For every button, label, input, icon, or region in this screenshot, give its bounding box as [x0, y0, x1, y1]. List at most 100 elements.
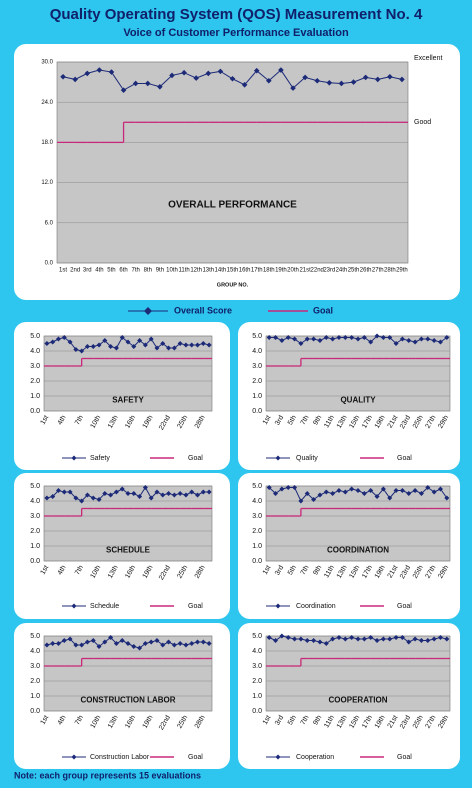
- data-point: [387, 495, 393, 501]
- chart-title: QUALITY: [340, 396, 376, 405]
- data-point: [160, 341, 166, 346]
- data-point: [206, 641, 212, 646]
- x-tick-label: 3rd: [83, 268, 92, 274]
- data-point: [323, 641, 329, 646]
- y-tick-label: 0.0: [252, 558, 262, 565]
- x-tick-label: 9th: [156, 268, 164, 274]
- x-tick-label: 7th: [74, 714, 85, 726]
- data-point: [355, 336, 361, 342]
- y-tick-label: 0.0: [252, 708, 262, 715]
- legend-marker: [275, 455, 281, 461]
- data-point: [362, 74, 369, 81]
- x-tick-label: 2nd: [70, 268, 80, 274]
- data-point: [425, 336, 431, 342]
- data-point: [144, 80, 151, 87]
- data-point: [61, 489, 67, 495]
- data-point: [205, 70, 212, 77]
- data-point: [253, 67, 260, 74]
- y-tick-label: 3.0: [30, 513, 40, 520]
- data-point: [96, 67, 103, 73]
- plot-area: [265, 635, 451, 712]
- y-tick-label: 3.0: [30, 663, 40, 670]
- data-point: [200, 341, 206, 346]
- data-point: [108, 635, 114, 640]
- data-point: [317, 338, 323, 343]
- data-point: [79, 498, 85, 504]
- data-point: [355, 636, 361, 642]
- data-point: [380, 636, 386, 642]
- data-point: [292, 336, 298, 342]
- x-tick-label: 8th: [144, 268, 152, 274]
- data-point: [44, 642, 50, 648]
- y-tick-label: 30.0: [41, 60, 53, 66]
- data-point: [273, 638, 279, 643]
- data-point: [189, 489, 195, 495]
- data-point: [431, 489, 437, 495]
- data-point: [406, 639, 412, 645]
- data-point: [374, 333, 380, 339]
- data-point: [55, 336, 61, 342]
- data-point: [142, 485, 148, 490]
- data-point: [90, 495, 96, 501]
- x-tick-label: 3rd: [274, 414, 285, 426]
- data-point: [108, 69, 115, 75]
- data-point: [302, 74, 308, 81]
- data-point: [437, 339, 443, 345]
- data-point: [113, 641, 119, 646]
- x-tick-label: 15th: [227, 268, 239, 274]
- data-point: [177, 491, 183, 496]
- data-point: [67, 339, 73, 345]
- y-tick-label: 18.0: [41, 140, 53, 146]
- data-point: [50, 494, 56, 499]
- data-point: [125, 491, 131, 496]
- data-point: [338, 80, 345, 87]
- data-point: [137, 645, 143, 651]
- x-tick-label: 7th: [132, 268, 140, 274]
- data-point: [399, 336, 405, 342]
- data-point: [304, 336, 310, 342]
- y-tick-label: 4.0: [30, 648, 40, 655]
- legend-label: Goal: [313, 305, 333, 315]
- legend-label: Goal: [188, 603, 203, 610]
- plot-area: [43, 635, 213, 712]
- data-point: [113, 345, 119, 351]
- x-tick-label: 19th: [275, 268, 287, 274]
- data-point: [44, 341, 50, 346]
- data-point: [195, 342, 201, 348]
- data-point: [148, 639, 154, 645]
- y-tick-label: 0.0: [45, 261, 54, 267]
- data-point: [206, 489, 212, 495]
- y-tick-label: 4.0: [30, 498, 40, 505]
- legend-label: Schedule: [90, 603, 119, 610]
- data-point: [399, 76, 405, 83]
- data-point: [157, 83, 163, 90]
- data-point: [142, 342, 148, 348]
- data-point: [387, 335, 393, 340]
- data-point: [425, 638, 431, 643]
- plot-area: [56, 61, 409, 264]
- data-point: [266, 335, 272, 340]
- x-tick-label: 1st: [39, 714, 50, 726]
- data-point: [330, 491, 336, 496]
- chart-title: COORDINATION: [327, 546, 389, 555]
- x-tick-label: 4th: [95, 268, 103, 274]
- y-tick-label: 0.0: [30, 708, 40, 715]
- plot-area: [43, 485, 213, 562]
- data-point: [142, 641, 148, 646]
- data-point: [102, 491, 108, 496]
- x-tick-label: 28th: [384, 268, 396, 274]
- x-tick-label: 23rd: [323, 268, 335, 274]
- data-point: [131, 344, 137, 349]
- x-tick-label: 4th: [57, 564, 68, 576]
- legend-label: Construction Labor: [90, 754, 150, 761]
- data-point: [266, 635, 272, 640]
- data-point: [330, 636, 336, 642]
- y-tick-label: 0.0: [30, 408, 40, 415]
- data-point: [79, 642, 85, 648]
- data-point: [374, 638, 380, 643]
- x-tick-label: 7th: [300, 564, 311, 576]
- data-point: [148, 336, 154, 342]
- data-point: [96, 497, 102, 502]
- x-tick-label: 1st: [262, 714, 273, 726]
